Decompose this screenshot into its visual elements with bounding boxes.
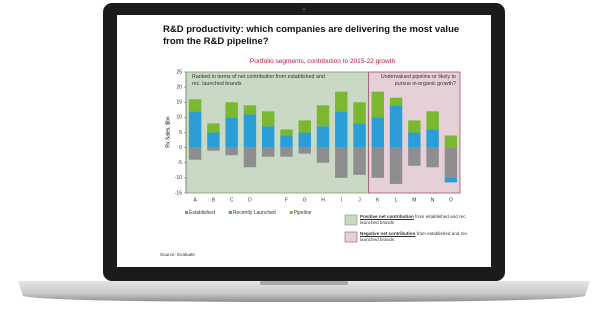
laptop-notch bbox=[260, 281, 348, 285]
bar-segment bbox=[390, 148, 402, 184]
bar-segment bbox=[372, 148, 384, 178]
y-axis-label: Rx Sales, $bn bbox=[165, 116, 171, 147]
bar-segment bbox=[408, 133, 420, 148]
bar-segment bbox=[280, 136, 292, 148]
laptop-screenshot: -15-10-50510152025ABCDFGHIJKLMNOEstablis… bbox=[0, 0, 607, 311]
chart-title: R&D productivity: which companies are de… bbox=[163, 24, 463, 48]
note-swatch bbox=[345, 215, 357, 225]
x-tick-label: O bbox=[449, 197, 453, 203]
bar-segment bbox=[225, 102, 237, 117]
bar-segment bbox=[207, 123, 219, 132]
note-emphasis: Negative net contribution bbox=[360, 231, 415, 236]
legend-swatch bbox=[290, 211, 293, 214]
x-tick-label: N bbox=[431, 197, 435, 203]
bar-segment bbox=[189, 99, 201, 111]
legend-swatch bbox=[185, 211, 188, 214]
y-tick-label: 10 bbox=[176, 115, 182, 121]
bar-segment bbox=[353, 123, 365, 147]
y-tick-label: -10 bbox=[175, 175, 182, 181]
bar-segment bbox=[262, 111, 274, 126]
legend-label: Pipeline bbox=[294, 210, 312, 216]
bar-segment bbox=[280, 129, 292, 135]
bar-segment bbox=[390, 98, 402, 106]
y-tick-label: 15 bbox=[176, 100, 182, 106]
bar-segment bbox=[408, 120, 420, 132]
bar-segment bbox=[280, 148, 292, 157]
bar-segment bbox=[335, 92, 347, 112]
bar-segment bbox=[244, 148, 256, 168]
x-tick-label: G bbox=[303, 197, 307, 203]
y-tick-label: 20 bbox=[176, 84, 182, 90]
bar-segment bbox=[207, 133, 219, 148]
bar-segment bbox=[390, 105, 402, 147]
note-emphasis: Positive net contribution bbox=[360, 214, 414, 219]
note: Positive net contribution from establish… bbox=[360, 214, 475, 225]
bar-segment bbox=[262, 126, 274, 147]
x-tick-label: M bbox=[412, 197, 416, 203]
bar-segment bbox=[353, 148, 365, 175]
bar-segment bbox=[372, 92, 384, 118]
source: Source: Evaluate bbox=[160, 252, 195, 257]
x-tick-label: D bbox=[248, 197, 252, 203]
bar-segment bbox=[445, 178, 457, 183]
y-tick-label: -5 bbox=[178, 160, 183, 166]
x-tick-label: C bbox=[230, 197, 234, 203]
chart-subtitle: Portfolio segments, contribution to 2015… bbox=[185, 58, 460, 65]
camera bbox=[303, 8, 306, 11]
bar-segment bbox=[353, 102, 365, 123]
bar-segment bbox=[445, 136, 457, 148]
y-tick-label: 0 bbox=[179, 145, 182, 151]
bar-segment bbox=[426, 129, 438, 147]
bar-segment bbox=[299, 148, 311, 154]
x-tick-label: F bbox=[285, 197, 288, 203]
y-tick-label: -15 bbox=[175, 190, 182, 196]
note: Negative net contribution from establish… bbox=[360, 231, 475, 242]
y-tick-label: 25 bbox=[176, 69, 182, 75]
bar-segment bbox=[445, 148, 457, 178]
bar-segment bbox=[299, 120, 311, 132]
y-tick-label: 5 bbox=[179, 130, 182, 136]
region-label: Undervalued pipeline or likely to pursue… bbox=[376, 74, 456, 87]
bar-segment bbox=[426, 148, 438, 168]
x-tick-label: L bbox=[395, 197, 398, 203]
bar-segment bbox=[372, 117, 384, 147]
legend-label: Established bbox=[189, 210, 215, 216]
legend-swatch bbox=[229, 211, 232, 214]
region-label: Ranked in terms of net contribution from… bbox=[192, 74, 332, 87]
bar-segment bbox=[244, 105, 256, 114]
note-swatch bbox=[345, 232, 357, 242]
bar-segment bbox=[317, 126, 329, 147]
bar-segment bbox=[225, 148, 237, 156]
bar-segment bbox=[207, 148, 219, 151]
bar-segment bbox=[244, 114, 256, 147]
x-tick-label: H bbox=[321, 197, 325, 203]
bar-segment bbox=[189, 111, 201, 147]
bar-segment bbox=[189, 148, 201, 160]
bar-segment bbox=[317, 148, 329, 163]
bar-segment bbox=[408, 148, 420, 166]
legend-label: Recently Launched bbox=[233, 210, 276, 216]
x-tick-label: I bbox=[341, 197, 342, 203]
bar-segment bbox=[299, 133, 311, 148]
bar-segment bbox=[335, 148, 347, 178]
bar-segment bbox=[426, 111, 438, 129]
bar-segment bbox=[335, 111, 347, 147]
bar-segment bbox=[262, 148, 274, 157]
bar-segment bbox=[225, 117, 237, 147]
bar-segment bbox=[317, 105, 329, 126]
